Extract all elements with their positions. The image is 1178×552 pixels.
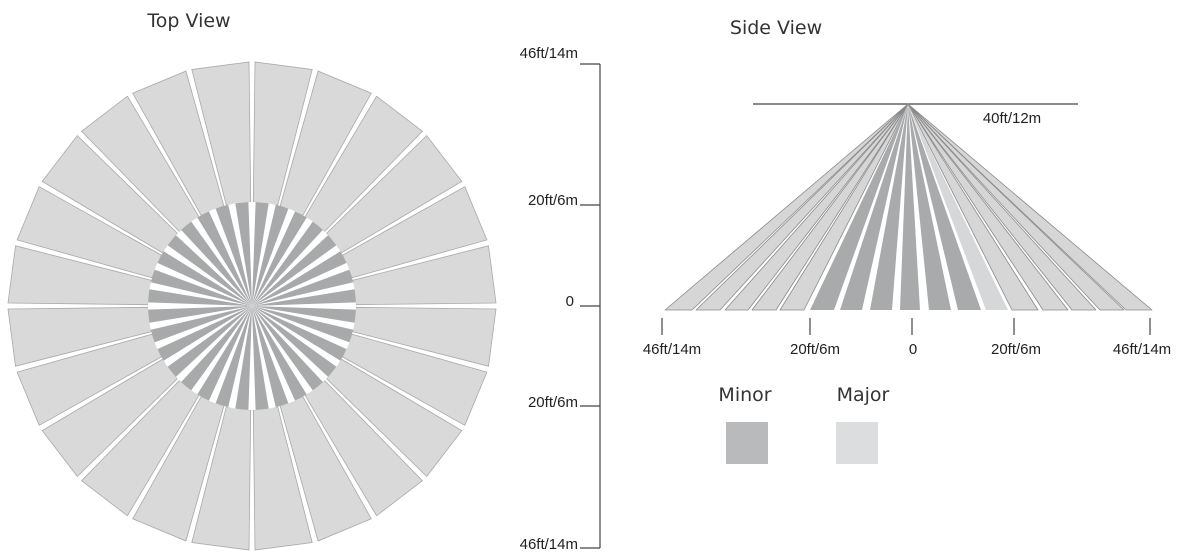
side-major-beam — [908, 104, 1008, 310]
inner-zone-segment — [252, 306, 307, 401]
vertical-tick-label: 46ft/14m — [520, 536, 578, 552]
side-outer-beam — [907, 103, 1039, 311]
inner-zone-segment — [235, 202, 252, 306]
inner-zone-segment — [181, 306, 252, 391]
vertical-scale: 46ft/14m 20ft/6m 0 20ft/6m 46ft/14m — [520, 45, 601, 552]
ground-tick-label: 0 — [909, 341, 917, 358]
legend-major-swatch — [836, 422, 878, 464]
ground-tick-label: 20ft/6m — [790, 341, 840, 358]
side-minor-beam — [908, 104, 951, 310]
inner-zone-segment — [252, 306, 323, 391]
side-view-title: Side View — [730, 17, 822, 39]
inner-zone-segment — [252, 202, 269, 306]
side-beams — [664, 103, 1153, 311]
inner-zone-segment — [252, 211, 307, 306]
ground-tick-label: 46ft/14m — [1113, 341, 1171, 358]
inner-zone-segment — [197, 306, 252, 401]
inner-zone-segment — [252, 306, 356, 323]
mounting-height-label: 40ft/12m — [983, 110, 1041, 127]
inner-zone-segment — [157, 306, 252, 361]
legend-minor-label: Minor — [718, 384, 771, 406]
inner-zone-segment — [148, 306, 252, 323]
inner-zone-segment — [252, 306, 337, 377]
side-outer-beam — [751, 103, 909, 311]
inner-zone-segment — [197, 211, 252, 306]
vertical-tick-label: 0 — [566, 293, 574, 310]
ground-tick-label: 20ft/6m — [991, 341, 1041, 358]
side-minor-beam — [810, 104, 908, 310]
vertical-tick-label: 20ft/6m — [528, 192, 578, 209]
side-outer-beam — [695, 103, 909, 311]
inner-zone-segment — [215, 306, 252, 408]
legend: Minor Major — [718, 384, 890, 464]
top-view-pattern — [7, 61, 497, 551]
side-minor-beam — [870, 104, 908, 310]
inner-zone-segment — [252, 235, 337, 306]
side-outer-beam — [664, 103, 909, 311]
inner-zone-segment — [167, 306, 252, 377]
inner-zone-segment — [252, 269, 354, 306]
inner-zone-segment — [181, 221, 252, 306]
vertical-tick-label: 20ft/6m — [528, 394, 578, 411]
side-outer-beam — [907, 103, 1069, 311]
inner-zone-segment — [157, 251, 252, 306]
inner-zone-segment — [252, 306, 347, 361]
inner-zone-segment — [252, 306, 354, 343]
top-view-title: Top View — [146, 10, 230, 32]
outer-ring — [7, 61, 497, 551]
inner-zone-segment — [150, 306, 252, 343]
side-outer-beam — [907, 103, 1097, 311]
inner-zone-segment — [150, 269, 252, 306]
side-outer-beam — [907, 103, 1153, 311]
side-outer-beam — [724, 103, 909, 311]
inner-disc — [148, 202, 356, 410]
inner-zone-segment — [252, 221, 323, 306]
inner-zone-segment — [252, 204, 289, 306]
side-minor-beam — [908, 104, 981, 310]
inner-zone-segment — [167, 235, 252, 306]
inner-zone-segment — [252, 251, 347, 306]
inner-zone-segment — [148, 289, 252, 306]
vertical-tick-label: 46ft/14m — [520, 45, 578, 62]
legend-major-label: Major — [837, 384, 890, 406]
side-minor-beam — [840, 104, 908, 310]
side-minor-beam — [900, 104, 920, 310]
legend-minor-swatch — [726, 422, 768, 464]
side-outer-beam — [779, 103, 909, 311]
ground-tick-label: 46ft/14m — [643, 341, 701, 358]
inner-zone-segment — [215, 204, 252, 306]
inner-zone-segment — [235, 306, 252, 410]
inner-zone-segment — [252, 306, 269, 410]
inner-zone-segment — [252, 289, 356, 306]
side-view-pattern: 40ft/12m 46ft/14m 20ft/6m 0 20ft/6m 46ft… — [643, 103, 1171, 358]
inner-zone-segment — [252, 306, 289, 408]
